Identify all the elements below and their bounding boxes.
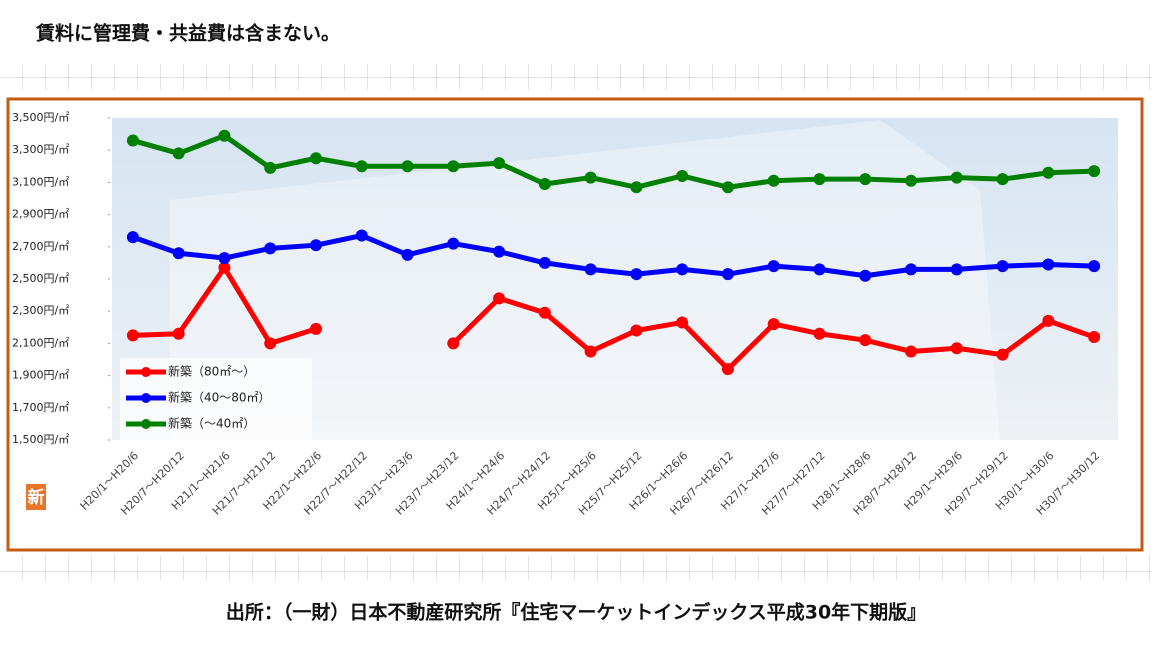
series-point — [401, 248, 414, 261]
legend-swatch — [141, 367, 151, 377]
series-point — [401, 160, 414, 173]
sheet-grid — [0, 64, 1152, 90]
series-point — [172, 247, 185, 260]
series-point — [1042, 258, 1055, 271]
y-tick-label: 2,500円/㎡ — [12, 272, 69, 285]
series-point — [721, 268, 734, 281]
series-point — [218, 252, 231, 265]
legend-label: 新築（～40㎡） — [168, 416, 255, 431]
series-point — [538, 306, 551, 319]
series-point — [859, 269, 872, 282]
series-point — [859, 173, 872, 186]
series-point — [447, 160, 460, 173]
series-point — [630, 268, 643, 281]
series-point — [996, 173, 1009, 186]
series-point — [630, 324, 643, 337]
series-point — [447, 337, 460, 350]
building-photo — [170, 120, 1000, 440]
series-point — [218, 261, 231, 274]
series-point — [950, 342, 963, 355]
series-point — [630, 181, 643, 194]
series-point — [905, 345, 918, 358]
series-point — [813, 173, 826, 186]
series-point — [676, 316, 689, 329]
sheet-grid — [0, 555, 1152, 581]
series-point — [905, 174, 918, 187]
series-point — [126, 329, 139, 342]
series-point — [996, 348, 1009, 361]
series-point — [859, 334, 872, 347]
series-point — [264, 242, 277, 255]
series-point — [355, 229, 368, 242]
legend-swatch — [141, 419, 151, 429]
series-point — [538, 256, 551, 269]
series-point — [676, 263, 689, 276]
series-point — [1042, 314, 1055, 327]
series-point — [493, 157, 506, 170]
series-point — [584, 171, 597, 184]
series-point — [264, 337, 277, 350]
series-point — [172, 327, 185, 340]
series-point — [493, 292, 506, 305]
series-line — [132, 133, 1095, 190]
y-tick-label: 3,300円/㎡ — [12, 143, 69, 156]
y-tick-label: 1,700円/㎡ — [12, 401, 69, 414]
series-point — [996, 260, 1009, 273]
series-point — [447, 237, 460, 250]
legend-label: 新築（80㎡～） — [168, 364, 255, 379]
series-point — [264, 161, 277, 174]
series-point — [721, 363, 734, 376]
series-point — [813, 327, 826, 340]
series-point — [767, 260, 780, 273]
series-point — [676, 169, 689, 182]
y-tick-label: 3,500円/㎡ — [12, 111, 69, 124]
series-point — [218, 129, 231, 142]
series-point — [355, 160, 368, 173]
badge-box — [26, 484, 46, 510]
series-point — [1042, 166, 1055, 179]
series-line — [132, 233, 1095, 279]
y-tick-label: 3,100円/㎡ — [12, 175, 69, 188]
series-point — [309, 239, 322, 252]
y-tick-label: 1,500円/㎡ — [12, 433, 69, 446]
badge: 新 — [28, 487, 45, 508]
series-point — [309, 322, 322, 335]
series-point — [767, 318, 780, 331]
y-tick-label: 2,300円/㎡ — [12, 304, 69, 317]
y-tick-label: 2,900円/㎡ — [12, 208, 69, 221]
series-point — [493, 245, 506, 258]
series-point — [584, 345, 597, 358]
legend-swatch — [141, 393, 151, 403]
series-point — [584, 263, 597, 276]
series-point — [309, 152, 322, 165]
series-point — [538, 178, 551, 191]
y-tick-label: 1,900円/㎡ — [12, 369, 69, 382]
series-point — [1088, 165, 1101, 178]
series-point — [813, 263, 826, 276]
series-point — [126, 231, 139, 244]
legend-label: 新築（40～80㎡） — [168, 390, 271, 405]
series-point — [172, 147, 185, 160]
series-point — [767, 174, 780, 187]
series-point — [950, 263, 963, 276]
y-tick-label: 2,700円/㎡ — [12, 240, 69, 253]
note: 賃料に管理費・共益費は含まない。 — [35, 22, 340, 45]
y-tick-label: 2,100円/㎡ — [12, 336, 69, 349]
series-point — [1088, 330, 1101, 343]
source: 出所：（一財）日本不動産研究所『住宅マーケットインデックス平成30年下期版』 — [226, 601, 926, 624]
series-point — [950, 171, 963, 184]
series-point — [126, 134, 139, 147]
series-point — [1088, 260, 1101, 273]
series-point — [721, 181, 734, 194]
series-point — [905, 263, 918, 276]
